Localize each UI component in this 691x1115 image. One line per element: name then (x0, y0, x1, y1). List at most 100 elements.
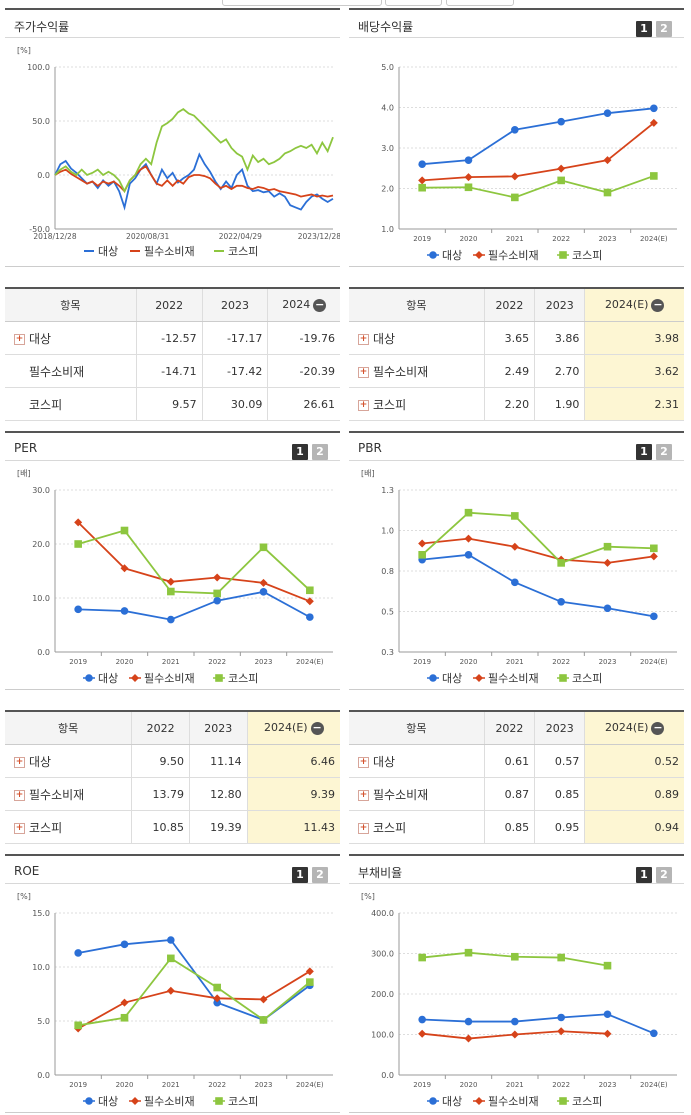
table-row: + 필수소비재 13.79 12.80 9.39 (5, 777, 340, 811)
y-tick-label: -50.0 (29, 225, 50, 234)
cell: -14.71 (135, 354, 203, 388)
cell: 12.80 (188, 777, 248, 811)
data-point (511, 578, 519, 587)
x-tick-label: 2023 (599, 658, 617, 666)
tab-2[interactable]: 2 (312, 444, 328, 460)
data-point (131, 1097, 139, 1105)
data-point (464, 1034, 473, 1043)
cell: 2.20 (483, 387, 535, 421)
expand-icon[interactable]: + (14, 756, 25, 768)
legend-label: 필수소비재 (144, 672, 195, 685)
data-point (305, 597, 314, 606)
y-unit-label: [배] (361, 469, 375, 478)
series-3 (418, 948, 612, 970)
top-control[interactable] (222, 0, 382, 6)
expand-icon[interactable]: + (358, 822, 369, 834)
y-tick-label: 100.0 (371, 1031, 394, 1040)
data-point (306, 586, 314, 595)
col-header: 2024(E) − (584, 287, 684, 322)
top-control[interactable] (385, 0, 442, 6)
collapse-icon[interactable]: − (651, 297, 665, 312)
tab-1[interactable]: 1 (636, 867, 652, 883)
row-label: 필수소비재 (29, 787, 85, 802)
cell: 9.50 (131, 744, 190, 778)
tab-2[interactable]: 2 (312, 867, 328, 883)
tab-1[interactable]: 1 (292, 444, 308, 460)
data-point (74, 949, 82, 957)
panel-title: ROE (14, 864, 40, 878)
legend-item: 필수소비재 (473, 672, 539, 685)
x-tick-label: 2023/12/28 (298, 232, 340, 241)
x-tick-label: 2022 (208, 1081, 226, 1089)
panel-header: 주가수익률 (5, 8, 340, 38)
cell: 11.43 (246, 810, 340, 844)
row-label: 대상 (373, 754, 396, 769)
expand-icon[interactable]: + (358, 399, 369, 411)
top-strip (0, 0, 691, 8)
col-header: 항목 (349, 287, 485, 322)
data-point (429, 251, 437, 259)
collapse-icon[interactable]: − (313, 297, 327, 312)
legend-item: 필수소비재 (473, 1095, 539, 1108)
x-tick-label: 2019 (413, 1081, 431, 1089)
expand-icon[interactable]: + (358, 789, 369, 801)
table-row: + 코스피 10.85 19.39 11.43 (5, 810, 340, 844)
y-tick-label: 0.8 (381, 567, 394, 576)
x-tick-label: 2021 (162, 1081, 180, 1089)
expand-icon[interactable]: + (358, 333, 369, 345)
x-tick-label: 2019 (69, 1081, 87, 1089)
data-point (259, 1016, 268, 1024)
panel-title: 배당수익률 (358, 20, 414, 34)
x-tick-label: 2023 (255, 1081, 273, 1089)
series-line (421, 511, 654, 564)
row-label: 코스피 (373, 820, 407, 835)
table-dividend: 항목 2022 2023 2024(E) − + 대상 3.65 3.86 3.98… (349, 287, 684, 421)
data-point (464, 156, 473, 164)
expand-icon[interactable]: + (14, 333, 25, 345)
cell: 9.39 (246, 777, 340, 811)
cell: 2.70 (534, 354, 585, 388)
tab-1[interactable]: 1 (636, 444, 652, 460)
y-tick-label: 0.0 (37, 171, 50, 180)
tab-2[interactable]: 2 (656, 867, 672, 883)
expand-icon[interactable]: + (358, 366, 369, 378)
legend-label: 대상 (98, 672, 118, 685)
data-point (603, 558, 612, 567)
series-line (77, 521, 311, 603)
expand-icon[interactable]: + (14, 789, 25, 801)
legend-label: 코스피 (228, 1095, 258, 1108)
data-point (510, 172, 519, 181)
legend-item: 코스피 (214, 245, 258, 258)
table-row: + 코스피 2.20 1.90 2.31 (349, 387, 684, 421)
table-row: + 대상 -12.57 -17.17 -19.76 (5, 321, 340, 355)
data-point (511, 125, 519, 134)
data-point (418, 176, 427, 185)
expand-icon[interactable]: + (14, 822, 25, 834)
data-point (213, 573, 222, 582)
cell: 0.95 (534, 810, 585, 844)
tab-1[interactable]: 1 (636, 21, 652, 37)
y-tick-label: 2.0 (381, 185, 394, 194)
tab-1[interactable]: 1 (292, 867, 308, 883)
cell: 2.49 (483, 354, 535, 388)
data-point (213, 994, 222, 1003)
cell: 13.79 (131, 777, 190, 811)
collapse-icon[interactable]: − (651, 720, 665, 735)
data-point (215, 1097, 223, 1105)
data-point (511, 512, 519, 520)
cell: 3.86 (534, 321, 585, 355)
data-point (166, 986, 175, 995)
expand-icon[interactable]: + (358, 756, 369, 768)
cell: 0.87 (483, 777, 535, 811)
top-control[interactable] (446, 0, 514, 6)
tab-2[interactable]: 2 (656, 21, 672, 37)
tab-2[interactable]: 2 (656, 444, 672, 460)
data-point (305, 967, 314, 976)
collapse-icon[interactable]: − (310, 720, 324, 735)
data-point (306, 613, 314, 621)
chart-svg: 5.0 4.0 3.0 2.0 1.0 2019 2020 2021 2022 2023 2024(… (381, 63, 677, 262)
data-point (429, 674, 437, 682)
x-tick-label: 2022 (552, 658, 570, 666)
